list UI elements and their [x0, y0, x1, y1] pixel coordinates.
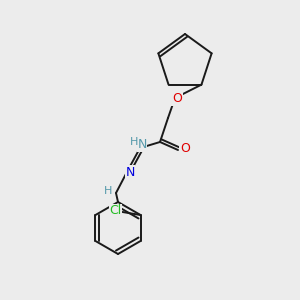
Text: O: O: [172, 92, 182, 106]
Text: N: N: [125, 166, 135, 178]
Text: H: H: [104, 186, 112, 196]
Text: O: O: [180, 142, 190, 155]
Text: N: N: [137, 139, 147, 152]
Text: Cl: Cl: [110, 205, 122, 218]
Text: H: H: [130, 137, 138, 147]
